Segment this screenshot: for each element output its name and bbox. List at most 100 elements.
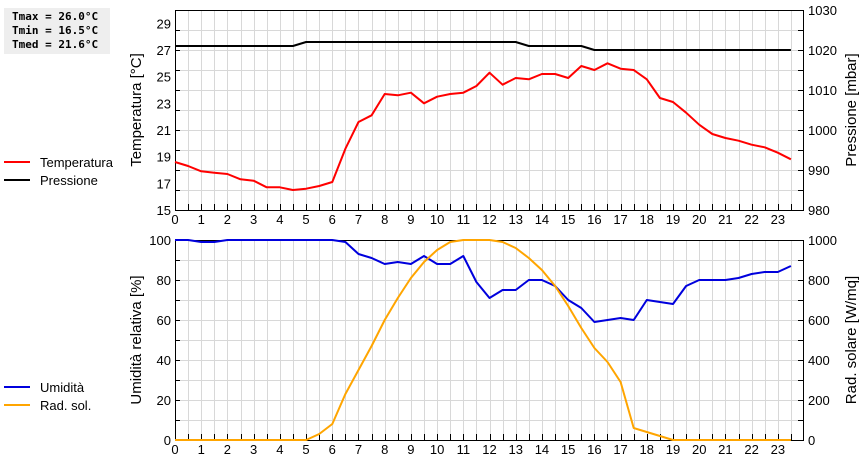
- svg-text:23: 23: [771, 442, 785, 457]
- humidity-radiation-chart: 0 1 2 3 4 5 6 7 8 9 10 11 12 13 14 15 16 17 18 19 20 21 22 2302…: [128, 233, 860, 457]
- legend-label: Pressione: [40, 172, 98, 188]
- svg-text:9: 9: [407, 442, 414, 457]
- svg-text:22: 22: [744, 212, 758, 227]
- svg-text:19: 19: [157, 150, 171, 165]
- legend-item-radsol: Rad. sol.: [4, 396, 91, 414]
- series-line: [174, 62, 792, 191]
- svg-text:80: 80: [157, 273, 171, 288]
- svg-text:980: 980: [808, 203, 830, 218]
- svg-text:16: 16: [587, 212, 601, 227]
- svg-text:15: 15: [561, 442, 575, 457]
- svg-text:20: 20: [157, 393, 171, 408]
- svg-text:800: 800: [808, 273, 830, 288]
- legend-item-pressione: Pressione: [4, 171, 113, 189]
- svg-text:Umidità relativa [%]: Umidità relativa [%]: [128, 275, 145, 404]
- svg-text:15: 15: [561, 212, 575, 227]
- svg-text:9: 9: [407, 212, 414, 227]
- svg-text:7: 7: [355, 212, 362, 227]
- svg-text:5: 5: [302, 212, 309, 227]
- svg-text:13: 13: [509, 442, 523, 457]
- svg-text:20: 20: [692, 212, 706, 227]
- legend-item-temperatura: Temperatura: [4, 153, 113, 171]
- svg-text:23: 23: [157, 96, 171, 111]
- svg-text:3: 3: [250, 212, 257, 227]
- svg-text:0: 0: [171, 442, 178, 457]
- svg-text:40: 40: [157, 353, 171, 368]
- svg-text:25: 25: [157, 70, 171, 85]
- legend-label: Temperatura: [40, 154, 113, 170]
- plot-area: [175, 10, 804, 211]
- svg-text:Temperatura [°C]: Temperatura [°C]: [128, 53, 145, 167]
- svg-text:200: 200: [808, 393, 830, 408]
- series-line: [175, 239, 791, 441]
- svg-text:60: 60: [157, 313, 171, 328]
- svg-text:4: 4: [276, 212, 283, 227]
- legend-swatch: [4, 404, 30, 406]
- svg-text:6: 6: [329, 442, 336, 457]
- svg-text:20: 20: [692, 442, 706, 457]
- svg-text:1000: 1000: [808, 233, 837, 248]
- stats-box: Tmax = 26.0°C Tmin = 16.5°C Tmed = 21.6°…: [4, 8, 110, 54]
- svg-text:4: 4: [276, 442, 283, 457]
- legend-swatch: [4, 386, 30, 388]
- legend-swatch: [4, 179, 30, 181]
- svg-text:14: 14: [535, 212, 549, 227]
- legend-label: Umidità: [40, 379, 85, 395]
- svg-text:29: 29: [157, 16, 171, 31]
- svg-text:1010: 1010: [808, 83, 837, 98]
- svg-text:600: 600: [808, 313, 830, 328]
- series-line: [175, 239, 792, 323]
- svg-text:15: 15: [157, 203, 171, 218]
- svg-text:18: 18: [640, 442, 654, 457]
- svg-text:27: 27: [157, 43, 171, 58]
- svg-text:17: 17: [613, 212, 627, 227]
- svg-text:21: 21: [157, 123, 171, 138]
- svg-text:100: 100: [149, 233, 171, 248]
- svg-text:400: 400: [808, 353, 830, 368]
- svg-text:1020: 1020: [808, 43, 837, 58]
- svg-text:8: 8: [381, 212, 388, 227]
- svg-text:12: 12: [482, 442, 496, 457]
- svg-text:Pressione [mbar]: Pressione [mbar]: [843, 53, 860, 166]
- legend-label: Rad. sol.: [40, 397, 92, 413]
- tmax-label: Tmax = 26.0°C: [12, 10, 99, 23]
- svg-text:21: 21: [718, 442, 732, 457]
- tmed-label: Tmed = 21.6°C: [12, 38, 99, 51]
- legend-bottom: Umidità Rad. sol.: [4, 378, 91, 414]
- svg-text:8: 8: [381, 442, 388, 457]
- tmin-label: Tmin = 16.5°C: [12, 24, 99, 37]
- svg-text:1: 1: [198, 442, 205, 457]
- svg-text:19: 19: [666, 212, 680, 227]
- svg-text:10: 10: [430, 442, 444, 457]
- plot-area: [175, 240, 804, 441]
- svg-text:1030: 1030: [808, 3, 837, 18]
- svg-text:11: 11: [457, 212, 471, 227]
- svg-text:5: 5: [302, 442, 309, 457]
- svg-text:16: 16: [587, 442, 601, 457]
- svg-text:13: 13: [509, 212, 523, 227]
- svg-text:2: 2: [224, 442, 231, 457]
- svg-text:0: 0: [164, 433, 171, 448]
- svg-text:12: 12: [482, 212, 496, 227]
- svg-text:2: 2: [224, 212, 231, 227]
- svg-text:14: 14: [535, 442, 549, 457]
- svg-text:11: 11: [457, 442, 471, 457]
- svg-text:1: 1: [198, 212, 205, 227]
- svg-text:3: 3: [250, 442, 257, 457]
- svg-text:21: 21: [718, 212, 732, 227]
- svg-text:10: 10: [430, 212, 444, 227]
- legend-top: Temperatura Pressione: [4, 153, 113, 189]
- svg-text:0: 0: [808, 433, 815, 448]
- svg-text:990: 990: [808, 163, 830, 178]
- svg-text:22: 22: [744, 442, 758, 457]
- svg-text:18: 18: [640, 212, 654, 227]
- legend-item-umidita: Umidità: [4, 378, 91, 396]
- svg-text:17: 17: [157, 176, 171, 191]
- svg-text:17: 17: [613, 442, 627, 457]
- svg-text:1000: 1000: [808, 123, 837, 138]
- svg-text:7: 7: [355, 442, 362, 457]
- series-line: [175, 41, 791, 51]
- svg-text:0: 0: [171, 212, 178, 227]
- svg-text:Rad. solare [W/mq]: Rad. solare [W/mq]: [843, 276, 860, 404]
- svg-text:23: 23: [771, 212, 785, 227]
